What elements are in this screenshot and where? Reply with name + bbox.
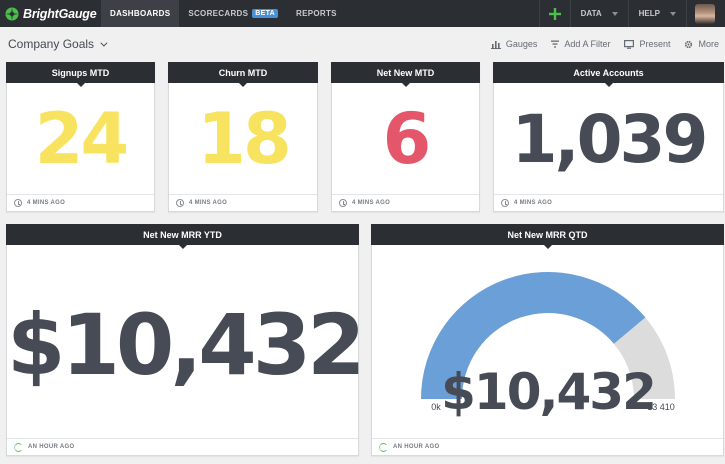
refresh-icon [14, 442, 23, 452]
caret-down-icon [670, 11, 676, 16]
logo-text: BrightGauge [23, 6, 97, 21]
present-button[interactable]: Present [624, 39, 670, 49]
more-label: More [698, 39, 719, 49]
last-updated: 4 MINS AGO [27, 200, 66, 206]
add-filter-button[interactable]: Add A Filter [551, 39, 610, 49]
widget-value: 1,039 [511, 101, 709, 178]
more-button[interactable]: More [684, 39, 719, 49]
dashboard-actions: Gauges Add A Filter Present More [490, 27, 719, 61]
widget-footer: 4 MINS AGO [7, 194, 154, 211]
gauge-max-label: 13 410 [647, 402, 675, 412]
bar-chart-icon [490, 40, 501, 49]
last-updated: 4 MINS AGO [514, 200, 553, 206]
widget-footer: 4 MINS AGO [169, 194, 317, 211]
widget-footer: AN HOUR AGO [7, 438, 358, 455]
nav-divider [627, 0, 629, 27]
nav-divider [538, 0, 540, 27]
gauge-fill [421, 272, 646, 399]
widget-value: $10,432 [7, 296, 366, 394]
data-menu-label: DATA [580, 9, 602, 18]
add-filter-label: Add A Filter [564, 39, 611, 49]
widget-net-new-mtd[interactable]: Net New MTD 6 4 MINS AGO [331, 62, 480, 212]
widget-net-new-mrr-ytd[interactable]: Net New MRR YTD $10,432 AN HOUR AGO [6, 224, 366, 456]
widget-churn-mtd[interactable]: Churn MTD 18 4 MINS AGO [168, 62, 318, 212]
tab-reports[interactable]: REPORTS [287, 0, 346, 27]
monitor-icon [624, 39, 635, 49]
widget-footer: 4 MINS AGO [494, 194, 723, 211]
last-updated: 4 MINS AGO [189, 200, 228, 206]
clock-icon [339, 199, 347, 207]
gauge-value: $10,432 [441, 363, 655, 421]
tab-dashboards-label: DASHBOARDS [110, 9, 171, 18]
dashboard-title: Company Goals [8, 37, 95, 51]
user-avatar[interactable] [695, 3, 715, 24]
widget-value: 18 [197, 98, 291, 180]
help-menu-label: HELP [638, 9, 660, 18]
help-menu[interactable]: HELP [629, 0, 686, 27]
caret-down-icon [611, 11, 618, 16]
widget-title: Net New MRR YTD [6, 224, 359, 249]
clock-icon [501, 199, 509, 207]
widget-title: Churn MTD [168, 62, 318, 87]
beta-badge: BETA [252, 9, 278, 18]
brightgauge-logo[interactable]: BrightGauge [0, 0, 101, 27]
nav-divider [569, 0, 571, 27]
widget-signups-mtd[interactable]: Signups MTD 24 4 MINS AGO [6, 62, 155, 212]
gauges-button[interactable]: Gauges [490, 39, 538, 49]
tab-scorecards-label: SCORECARDS [188, 9, 249, 18]
widget-value: 24 [34, 98, 129, 180]
widget-footer: 4 MINS AGO [332, 194, 479, 211]
widget-active-accounts[interactable]: Active Accounts 1,039 4 MINS AGO [493, 62, 724, 212]
clock-icon [176, 199, 184, 207]
data-menu[interactable]: DATA [571, 0, 628, 27]
widget-title: Signups MTD [6, 62, 155, 87]
gauges-label: Gauges [505, 39, 538, 49]
gauge-min-label: 0k [431, 402, 441, 412]
last-updated: AN HOUR AGO [393, 444, 440, 450]
widget-title: Net New MRR QTD [371, 224, 724, 249]
last-updated: 4 MINS AGO [352, 200, 391, 206]
last-updated: AN HOUR AGO [28, 444, 75, 450]
dashboard-header: Company Goals Gauges Add A Filter [0, 27, 725, 61]
widget-net-new-mrr-qtd[interactable]: Net New MRR QTD 0k 13 410 $10,432 AN HOU… [371, 224, 724, 456]
sort-icon [551, 40, 560, 48]
refresh-icon [379, 442, 388, 452]
clock-icon [14, 199, 22, 207]
tab-scorecards[interactable]: SCORECARDS BETA [179, 0, 287, 27]
gauge-chart: 0k 13 410 $10,432 [421, 272, 675, 421]
widget-footer: AN HOUR AGO [372, 438, 723, 455]
dashboard-selector[interactable]: Company Goals [8, 37, 108, 51]
widget-title: Net New MTD [331, 62, 480, 87]
logo-mark-icon [5, 7, 19, 20]
nav-divider [686, 0, 687, 27]
widget-title: Active Accounts [493, 62, 724, 87]
chevron-down-icon [100, 39, 108, 47]
present-label: Present [639, 39, 671, 49]
tab-dashboards[interactable]: DASHBOARDS [101, 0, 180, 27]
gear-icon [685, 40, 693, 48]
nav-right: DATA HELP [538, 0, 725, 27]
widget-value: 6 [382, 98, 432, 180]
tab-reports-label: REPORTS [296, 9, 337, 18]
top-nav: BrightGauge DASHBOARDS SCORECARDS BETA R… [0, 0, 725, 27]
plus-icon [548, 7, 561, 20]
add-button[interactable] [540, 0, 570, 27]
